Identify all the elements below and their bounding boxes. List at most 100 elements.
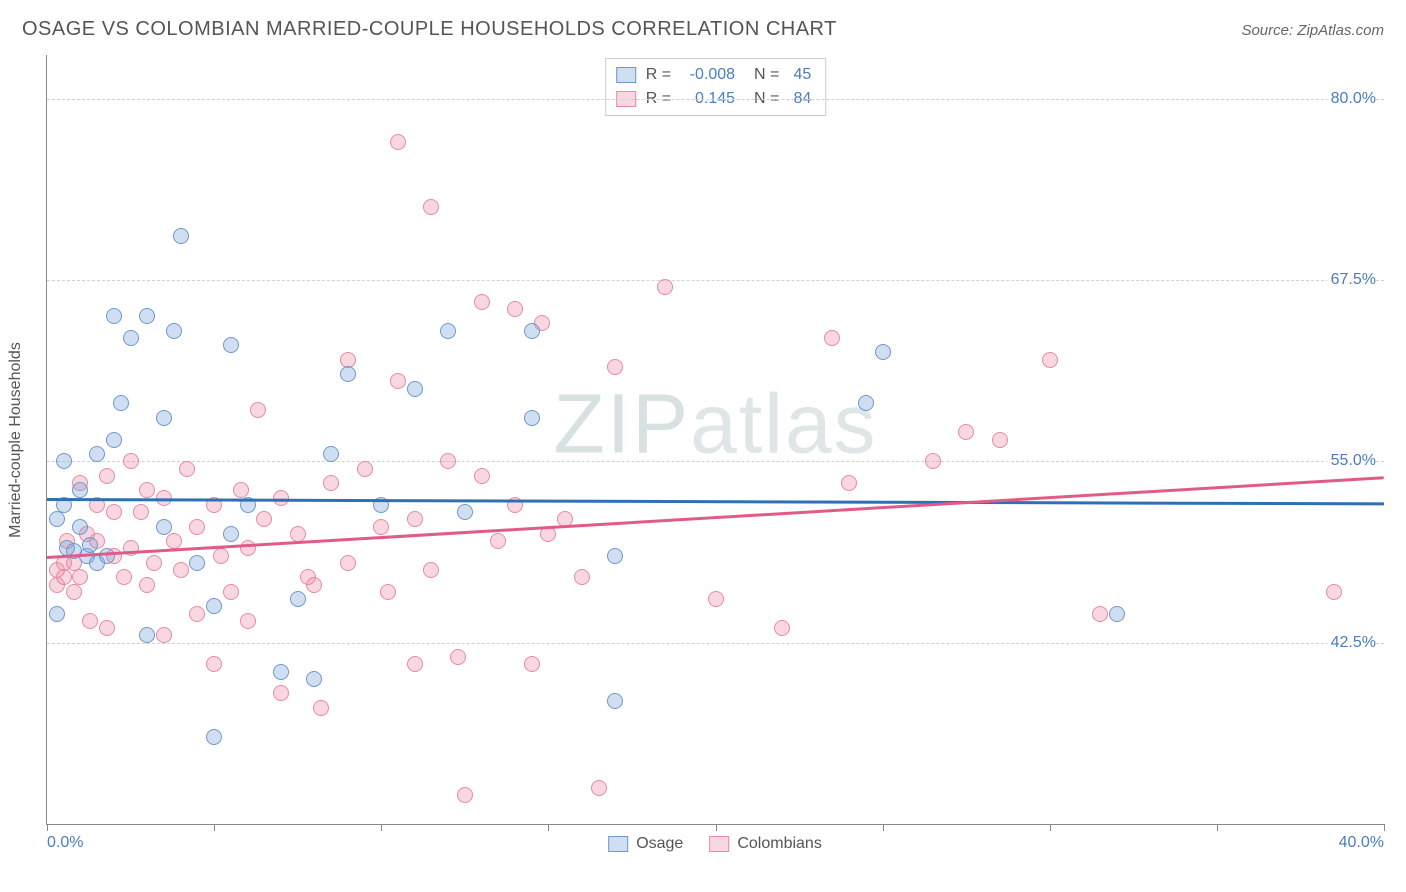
x-axis-label: 0.0%	[47, 834, 83, 852]
scatter-point	[591, 780, 607, 796]
scatter-point	[440, 453, 456, 469]
scatter-point	[66, 584, 82, 600]
scatter-point	[139, 627, 155, 643]
scatter-point	[173, 228, 189, 244]
x-tick	[548, 824, 549, 831]
scatter-point	[607, 359, 623, 375]
x-tick	[381, 824, 382, 831]
scatter-point	[340, 366, 356, 382]
scatter-point	[173, 562, 189, 578]
scatter-point	[223, 337, 239, 353]
scatter-point	[574, 569, 590, 585]
scatter-point	[116, 569, 132, 585]
scatter-point	[82, 613, 98, 629]
scatter-point	[313, 700, 329, 716]
scatter-point	[72, 482, 88, 498]
x-axis-label: 40.0%	[1339, 834, 1384, 852]
scatter-point	[290, 591, 306, 607]
swatch-osage	[608, 836, 628, 852]
scatter-point	[524, 410, 540, 426]
scatter-point	[240, 613, 256, 629]
scatter-point	[189, 606, 205, 622]
scatter-point	[139, 482, 155, 498]
scatter-point	[357, 461, 373, 477]
scatter-point	[373, 519, 389, 535]
gridline-h	[47, 99, 1384, 100]
scatter-point	[99, 468, 115, 484]
scatter-point	[607, 548, 623, 564]
scatter-point	[273, 664, 289, 680]
scatter-point	[323, 446, 339, 462]
scatter-point	[774, 620, 790, 636]
stat-r-label: R =	[646, 63, 671, 87]
scatter-point	[213, 548, 229, 564]
scatter-point	[166, 533, 182, 549]
y-axis-label: Married-couple Households	[7, 342, 25, 538]
scatter-point	[407, 656, 423, 672]
scatter-point	[99, 620, 115, 636]
scatter-point	[423, 199, 439, 215]
scatter-point	[206, 656, 222, 672]
scatter-point	[223, 584, 239, 600]
scatter-point	[958, 424, 974, 440]
legend-bottom: Osage Colombians	[608, 835, 822, 853]
scatter-point	[223, 526, 239, 542]
scatter-point	[490, 533, 506, 549]
scatter-point	[106, 504, 122, 520]
scatter-point	[113, 395, 129, 411]
scatter-point	[273, 685, 289, 701]
stat-n-value-osage: 45	[785, 63, 811, 87]
scatter-point	[206, 598, 222, 614]
legend-item-osage: Osage	[608, 835, 683, 853]
scatter-point	[524, 323, 540, 339]
legend-stats: R = -0.008 N = 45 R = 0.145 N = 84	[605, 58, 827, 116]
scatter-point	[179, 461, 195, 477]
scatter-point	[457, 787, 473, 803]
scatter-point	[189, 519, 205, 535]
scatter-point	[1092, 606, 1108, 622]
watermark-thin: atlas	[690, 377, 877, 471]
scatter-point	[89, 446, 105, 462]
scatter-point	[524, 656, 540, 672]
y-tick-label: 80.0%	[1327, 90, 1376, 108]
scatter-point	[323, 475, 339, 491]
watermark-bold: ZIP	[553, 377, 690, 471]
scatter-point	[507, 301, 523, 317]
scatter-point	[875, 344, 891, 360]
x-tick	[1217, 824, 1218, 831]
scatter-point	[166, 323, 182, 339]
scatter-point	[407, 381, 423, 397]
scatter-point	[440, 323, 456, 339]
swatch-colombians	[709, 836, 729, 852]
scatter-point	[106, 308, 122, 324]
scatter-point	[156, 519, 172, 535]
scatter-point	[708, 591, 724, 607]
scatter-point	[189, 555, 205, 571]
scatter-point	[56, 453, 72, 469]
legend-label: Osage	[636, 835, 683, 853]
watermark: ZIPatlas	[553, 376, 877, 473]
scatter-point	[306, 671, 322, 687]
scatter-point	[72, 569, 88, 585]
legend-item-colombians: Colombians	[709, 835, 821, 853]
scatter-point	[139, 308, 155, 324]
scatter-point	[407, 511, 423, 527]
scatter-point	[457, 504, 473, 520]
scatter-point	[290, 526, 306, 542]
x-tick	[1384, 824, 1385, 831]
scatter-point	[607, 693, 623, 709]
scatter-point	[82, 537, 98, 553]
scatter-point	[139, 577, 155, 593]
scatter-point	[306, 577, 322, 593]
swatch-osage	[616, 67, 636, 83]
y-tick-label: 42.5%	[1327, 634, 1376, 652]
gridline-h	[47, 461, 1384, 462]
stat-r-value-osage: -0.008	[677, 63, 735, 87]
scatter-point	[992, 432, 1008, 448]
legend-label: Colombians	[737, 835, 821, 853]
y-tick-label: 55.0%	[1327, 452, 1376, 470]
plot-area: Married-couple Households ZIPatlas R = -…	[46, 55, 1384, 825]
scatter-point	[390, 373, 406, 389]
scatter-point	[390, 134, 406, 150]
scatter-point	[106, 432, 122, 448]
